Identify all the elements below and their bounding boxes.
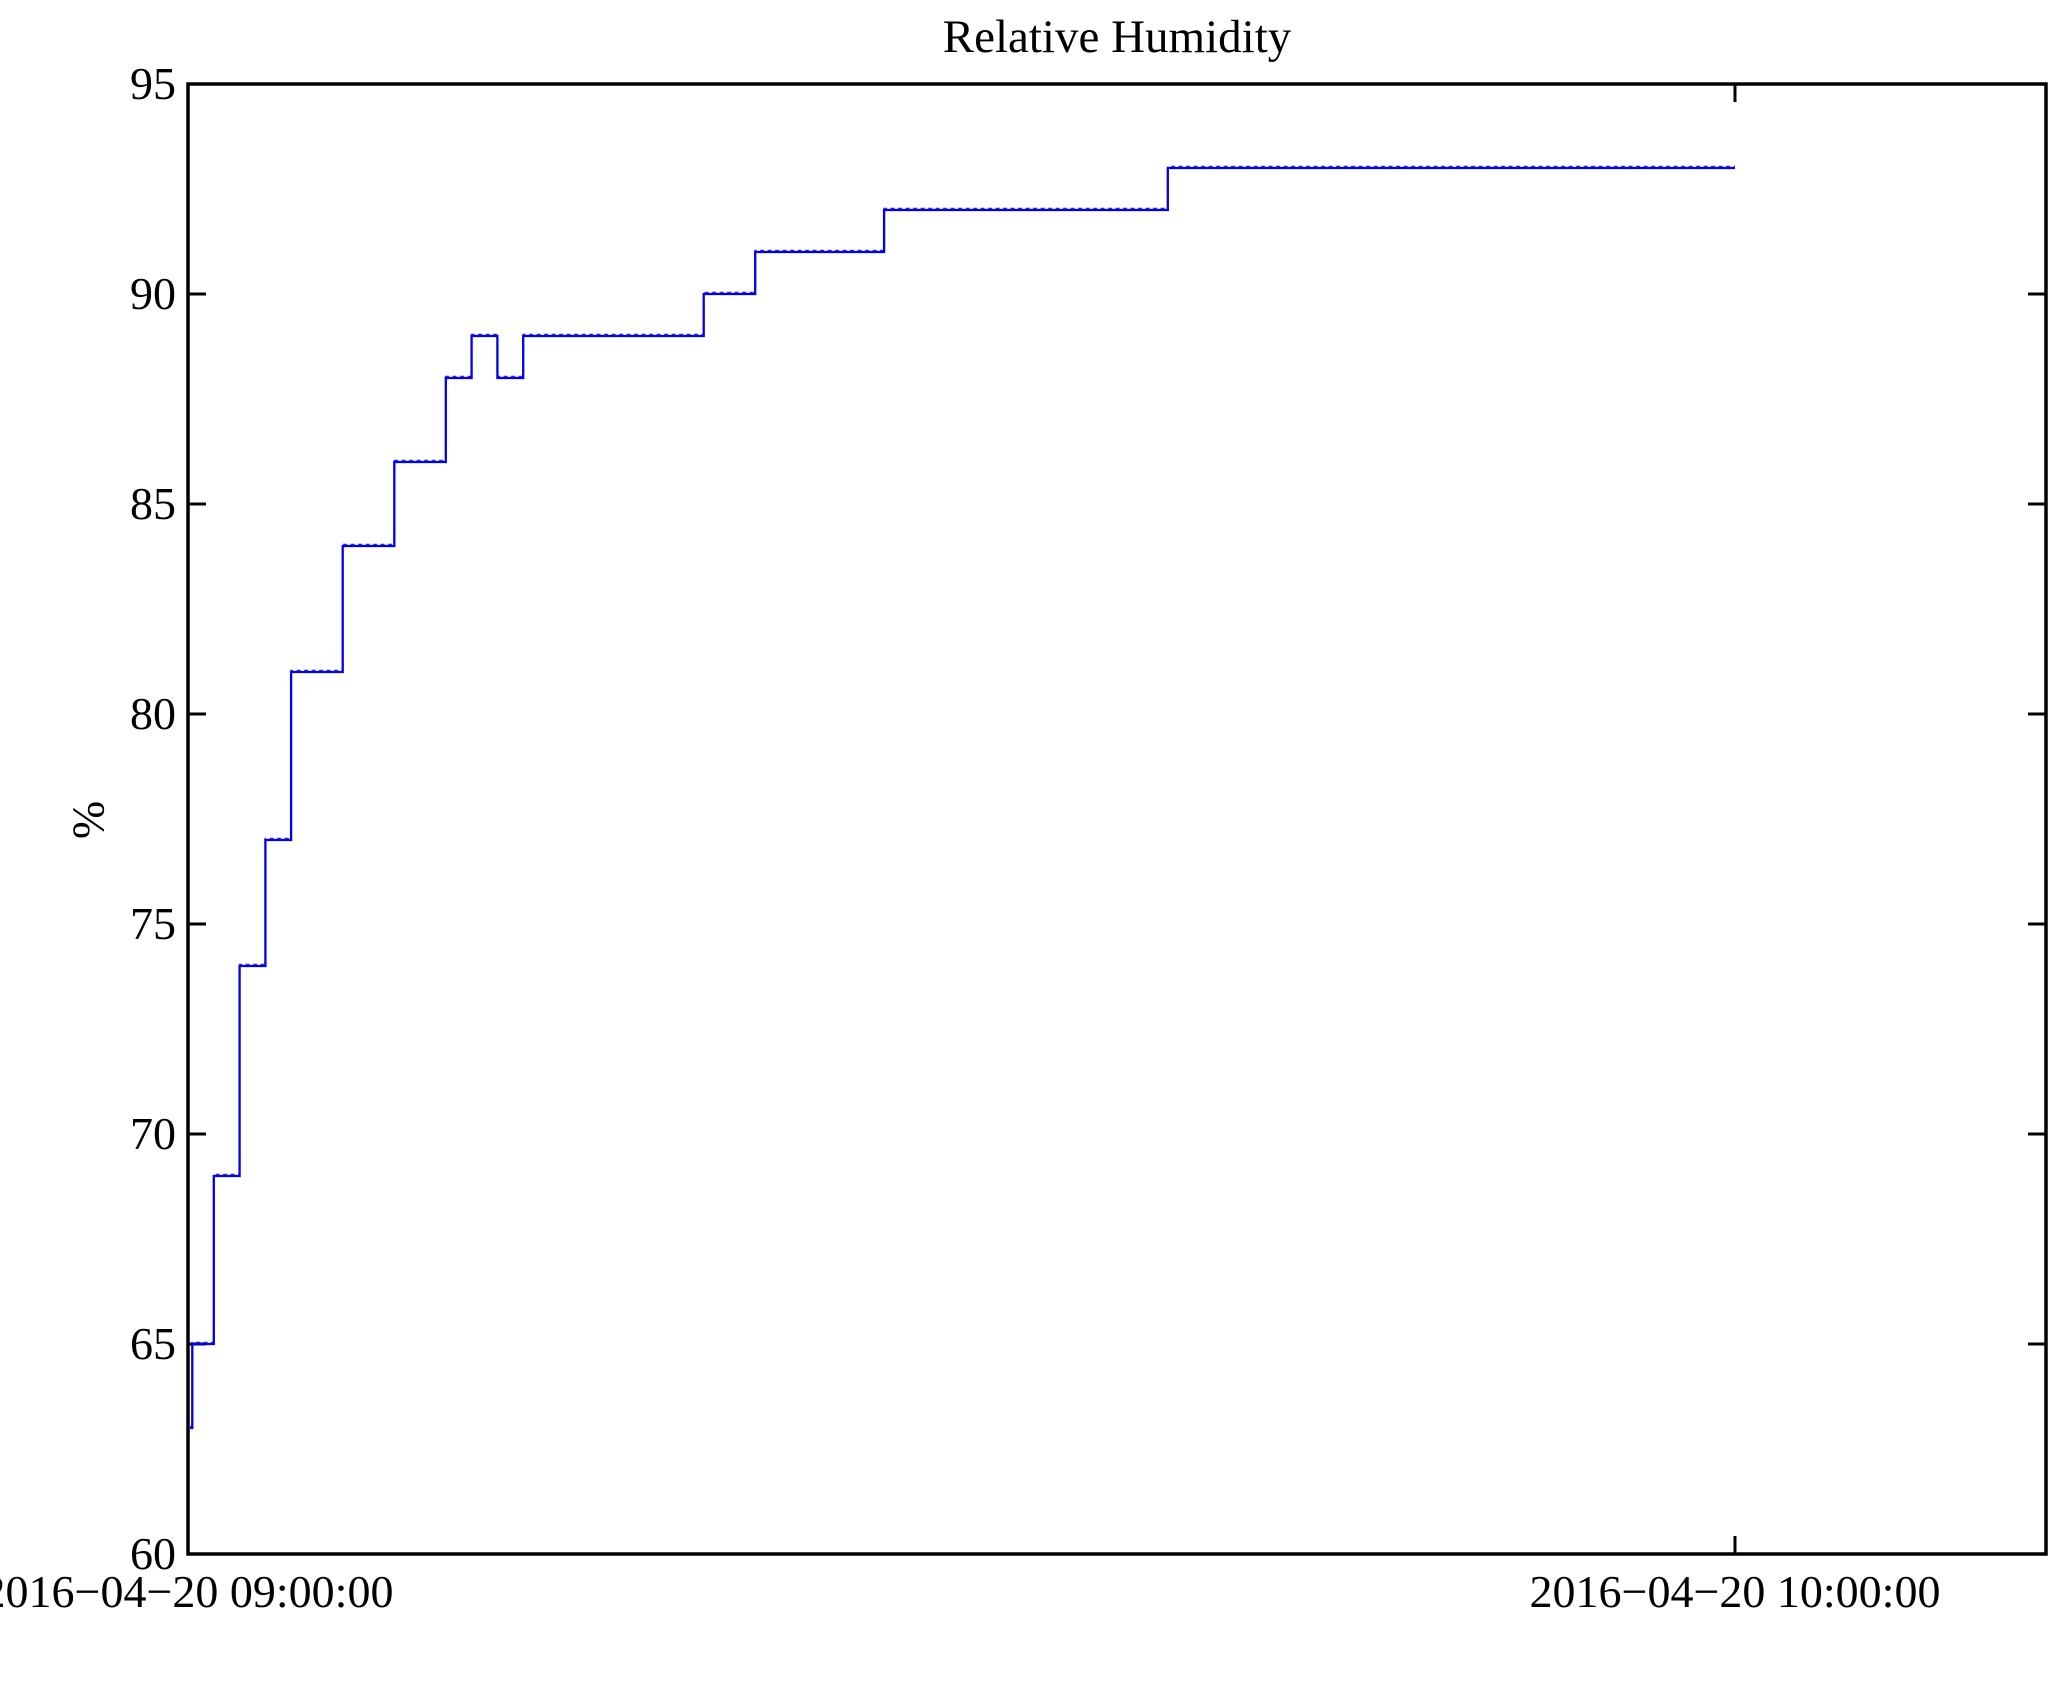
y-tick-label: 80	[130, 688, 176, 739]
y-tick-label: 95	[130, 58, 176, 109]
x-tick-label-end: 2016−04−20 10:00:00	[1529, 1566, 1941, 1617]
y-tick-label: 70	[130, 1108, 176, 1159]
humidity-step-line	[190, 166, 1735, 1430]
chart-title: Relative Humidity	[942, 11, 1292, 63]
x-tick-label-start: 2016−04−20 09:00:00	[0, 1566, 394, 1617]
y-tick-label: 75	[130, 898, 176, 949]
y-tick-label: 85	[130, 478, 176, 529]
y-tick-label: 65	[130, 1318, 176, 1369]
humidity-step-line-dashed	[190, 165, 1735, 1428]
y-tick-label: 90	[130, 268, 176, 319]
axes-frame	[186, 82, 2048, 1556]
y-tick-label: 60	[130, 1528, 176, 1579]
